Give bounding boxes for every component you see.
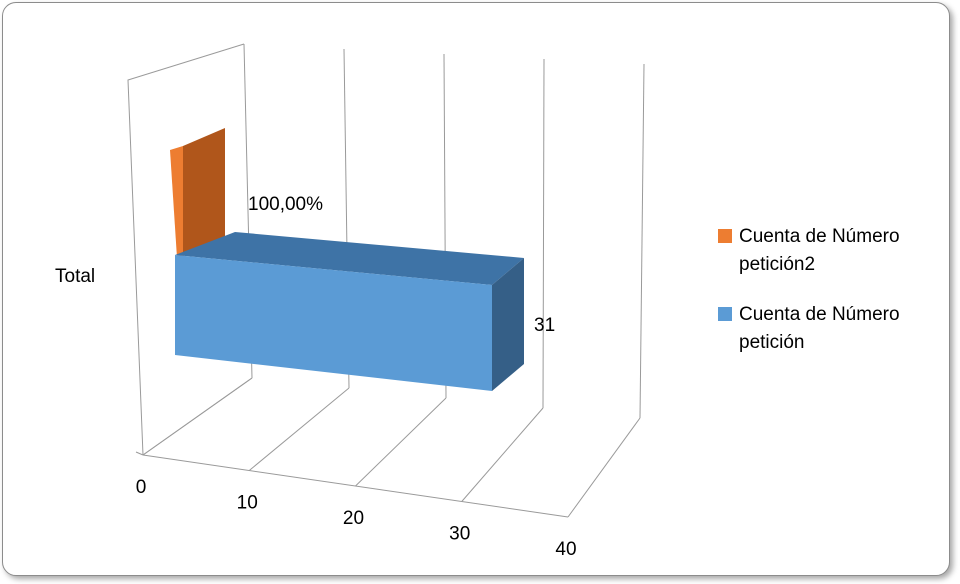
x-tick-label: 20 [343,508,364,529]
floor-gridline [461,407,544,502]
floor-gridline [355,397,447,487]
back-gridline [639,63,645,419]
x-tick-label: 10 [237,493,258,514]
bar-peticion-top [175,232,524,285]
x-tick-label: 0 [136,477,147,498]
y-axis-tick [135,451,144,456]
data-label-peticion: 31 [534,315,555,336]
floor-gridline [567,417,641,518]
legend-swatch [718,229,732,243]
x-axis-line [142,454,569,518]
bar-cuenta-peticion2-front [170,146,183,258]
data-label-peticion2: 100,00% [248,194,323,215]
legend-label: petición [739,332,805,353]
bar-peticion-end [492,258,524,391]
legend-label: Cuenta de Número [739,226,900,247]
legend-label: Cuenta de Número [739,304,900,325]
x-tick-label: 40 [555,539,576,560]
side-wall-line [127,43,245,456]
legend-label: petición2 [739,254,815,275]
bar-peticion-front [175,255,492,391]
back-gridline [542,58,545,409]
floor-gridline [248,387,350,471]
floor-gridline [142,377,253,456]
category-label: Total [55,266,95,287]
bar-cuenta-peticion2-side [183,128,225,256]
legend-swatch [718,307,732,321]
x-tick-label: 30 [449,524,470,545]
